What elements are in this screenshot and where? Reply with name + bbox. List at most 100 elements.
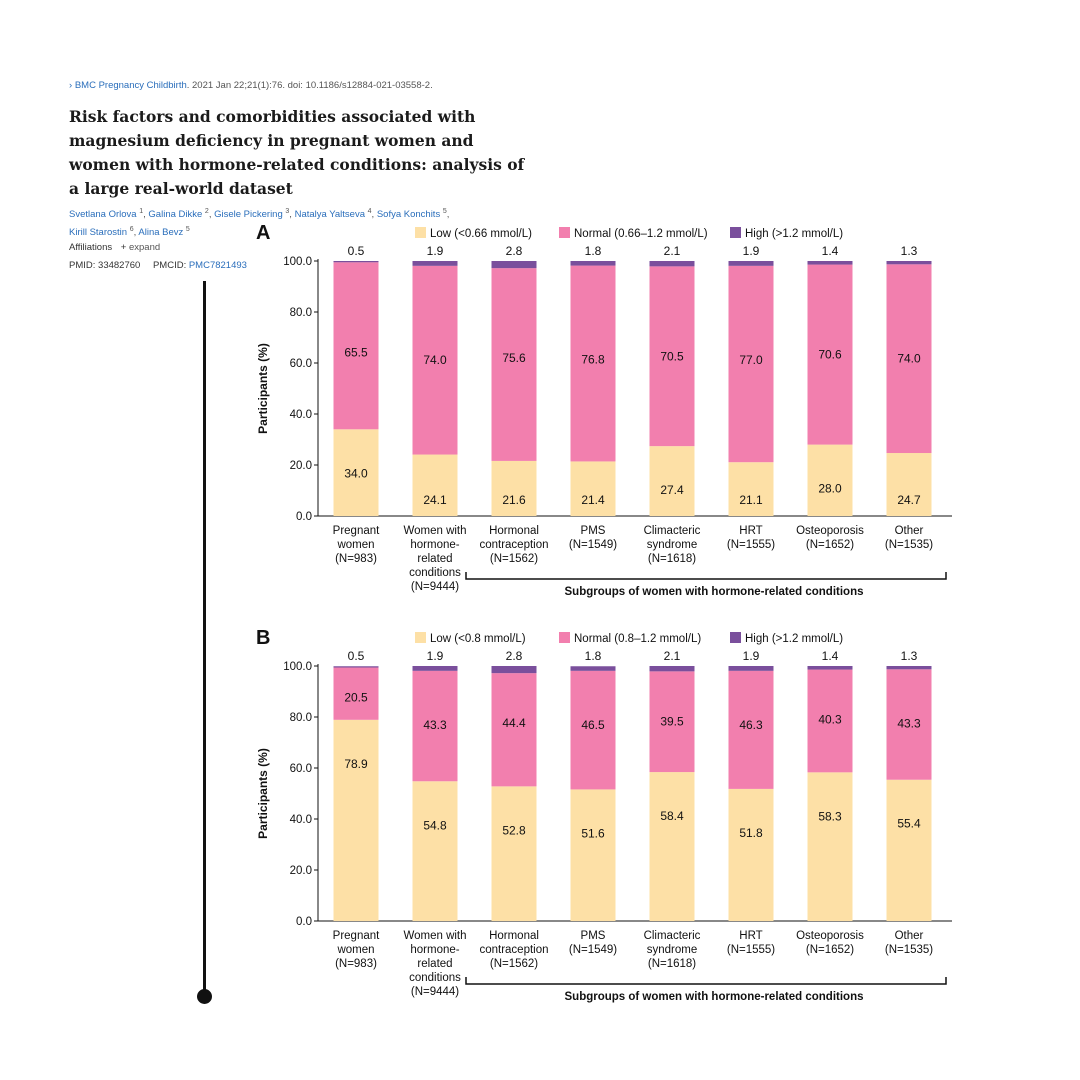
bar-segment xyxy=(807,666,853,670)
panel-label: B xyxy=(256,627,270,649)
author-affiliation-number[interactable]: 4 xyxy=(367,208,372,215)
author-affiliation-number[interactable]: 1 xyxy=(139,208,144,215)
bar-value-label: 51.6 xyxy=(581,826,605,840)
figure-panel-b: B Low (<0.8 mmol/L) Normal (0.8–1.2 mmol/L… xyxy=(248,623,960,1013)
bar-segment xyxy=(728,462,774,516)
legend-label: Low (<0.66 mmol/L) xyxy=(430,228,532,240)
x-tick-label: Pregnant women (N=983) xyxy=(333,525,380,565)
bar-segment xyxy=(570,666,616,671)
x-tick-label-line: (N=983) xyxy=(335,553,377,565)
x-tick-label: HRT (N=1555) xyxy=(727,930,775,956)
author-affiliation-number[interactable]: 2 xyxy=(204,208,209,215)
chevron-right-icon: › xyxy=(69,80,73,91)
y-tick-label: 20.0 xyxy=(290,460,312,472)
x-tick-label-line: (N=9444) xyxy=(411,581,459,593)
timeline-end-dot xyxy=(197,989,212,1004)
article-title: Risk factors and comorbidities associate… xyxy=(69,107,525,198)
author-link[interactable]: Galina Dikke xyxy=(148,209,203,221)
author-link[interactable]: Gisele Pickering xyxy=(214,209,283,221)
bar-value-label: 0.5 xyxy=(348,244,365,258)
x-tick-label-line: (N=1618) xyxy=(648,553,696,565)
bar-value-label: 21.1 xyxy=(739,493,763,507)
bar-value-label: 74.0 xyxy=(423,353,447,367)
y-tick-label: 100.0 xyxy=(283,661,312,673)
bar-segment xyxy=(333,666,379,668)
x-tick-label-line: (N=9444) xyxy=(411,986,459,998)
bar-value-label: 75.6 xyxy=(502,351,526,365)
bar-value-label: 43.3 xyxy=(423,718,447,732)
legend-label: High (>1.2 mmol/L) xyxy=(745,633,843,645)
x-tick-label-line: HRT xyxy=(739,930,762,942)
bar-value-label: 1.9 xyxy=(427,244,444,258)
x-tick-label-line: hormone- xyxy=(410,944,459,956)
x-tick-label: Women with hormone-related conditions (N=94… xyxy=(403,525,466,593)
bar-segment xyxy=(886,264,932,454)
x-tick-label-line: contraception xyxy=(479,539,548,551)
bar-value-label: 78.9 xyxy=(344,757,368,771)
x-tick-label-line: PMS xyxy=(581,525,606,537)
author-affiliation-number[interactable]: 3 xyxy=(285,208,290,215)
author-link[interactable]: Svetlana Orlova xyxy=(69,209,137,221)
x-tick-label: Climacteric syndrome (N=1618) xyxy=(644,525,701,565)
bar-value-label: 1.3 xyxy=(901,649,918,663)
author-link[interactable]: Sofya Konchits xyxy=(376,209,441,221)
bar-segment xyxy=(491,666,537,674)
x-tick-label: Other (N=1535) xyxy=(885,525,933,551)
bar-segment xyxy=(570,461,616,516)
x-tick-label-line: Climacteric xyxy=(644,930,701,942)
legend-swatch xyxy=(415,632,426,643)
legend-label: Normal (0.66–1.2 mmol/L) xyxy=(574,228,708,240)
x-tick-label-line: related xyxy=(417,553,452,565)
x-tick-label-line: HRT xyxy=(739,525,762,537)
x-tick-label: Osteoporosis (N=1652) xyxy=(796,930,864,956)
journal-link[interactable]: › BMC Pregnancy Childbirth xyxy=(69,80,187,91)
x-tick-label-line: (N=983) xyxy=(335,958,377,970)
bar-segment xyxy=(491,673,537,787)
bar-value-label: 28.0 xyxy=(818,482,842,496)
x-tick-label-line: (N=1555) xyxy=(727,944,775,956)
x-tick-label-line: women xyxy=(336,539,374,551)
bar-segment xyxy=(807,772,853,921)
bar-value-label: 58.3 xyxy=(818,809,842,823)
bar-segment xyxy=(807,264,853,445)
author-link[interactable]: Kirill Starostin xyxy=(69,227,128,239)
x-tick-label-line: (N=1562) xyxy=(490,958,538,970)
bar-value-label: 55.4 xyxy=(897,817,921,831)
author-affiliation-number[interactable]: 5 xyxy=(442,208,447,215)
x-tick-label-line: contraception xyxy=(479,944,548,956)
x-tick-label: Hormonal contraception (N=1562) xyxy=(479,930,548,970)
bar-value-label: 1.9 xyxy=(427,649,444,663)
bar-segment xyxy=(412,670,458,782)
subgroup-bracket xyxy=(465,977,947,985)
x-tick-label-line: hormone- xyxy=(410,539,459,551)
author-link[interactable]: Natalya Yaltseva xyxy=(294,209,365,221)
panel-label: A xyxy=(256,222,270,244)
bar-value-label: 24.7 xyxy=(897,493,921,507)
affiliations-toggle[interactable]: Affiliations + expand xyxy=(69,242,160,253)
x-tick-label-line: conditions xyxy=(409,567,461,579)
bar-segment xyxy=(412,781,458,921)
bar-value-label: 40.3 xyxy=(818,713,842,727)
author-link[interactable]: Alina Bevz xyxy=(138,227,184,239)
x-tick-label-line: PMS xyxy=(581,930,606,942)
bar-segment xyxy=(886,453,932,516)
bar-segment xyxy=(649,772,695,921)
x-tick-label-line: syndrome xyxy=(647,539,698,551)
author-affiliation-number[interactable]: 6 xyxy=(129,226,134,234)
figure-panel-a: A Low (<0.66 mmol/L) Normal (0.66–1.2 mmol… xyxy=(248,218,960,608)
bar-segment xyxy=(333,429,379,516)
bar-segment xyxy=(649,261,695,267)
pmcid-link[interactable]: PMC7821493 xyxy=(188,260,247,271)
bar-segment xyxy=(333,262,379,430)
bar-value-label: 27.4 xyxy=(660,483,684,497)
y-tick-label: 0.0 xyxy=(296,511,312,523)
bar-segment xyxy=(807,669,853,773)
bar-value-label: 74.0 xyxy=(897,351,921,365)
bar-segment xyxy=(412,454,458,516)
author-affiliation-number[interactable]: 5 xyxy=(185,226,190,234)
bar-value-label: 70.6 xyxy=(818,348,842,362)
y-tick-label: 40.0 xyxy=(290,409,312,421)
x-tick-label-line: (N=1652) xyxy=(806,944,854,956)
bar-segment xyxy=(649,266,695,447)
bar-value-label: 1.4 xyxy=(822,649,839,663)
